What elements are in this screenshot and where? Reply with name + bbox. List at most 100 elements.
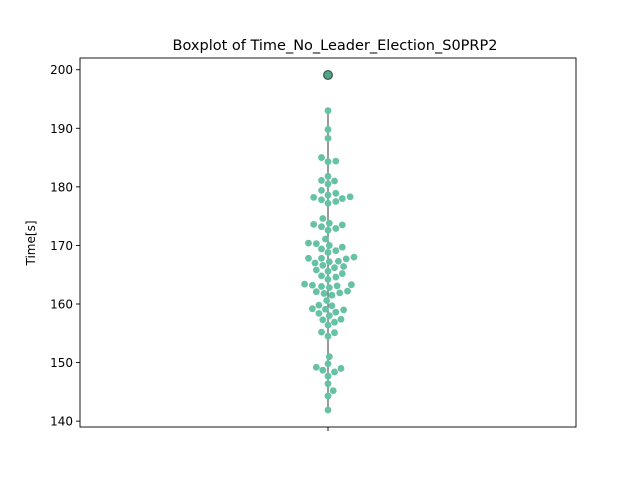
data-point	[333, 282, 341, 290]
data-point	[328, 302, 336, 310]
y-tick-label: 190	[50, 122, 73, 136]
data-point	[324, 107, 332, 115]
data-point	[332, 198, 340, 205]
data-point	[332, 189, 340, 197]
data-point	[344, 287, 351, 295]
y-tick-label: 180	[50, 180, 73, 194]
data-point	[315, 309, 323, 317]
y-tick-label: 170	[50, 239, 73, 253]
data-point	[305, 239, 312, 247]
y-tick-label: 160	[50, 298, 73, 312]
y-axis: 140 150 160 170 180 190 200	[50, 63, 80, 429]
data-point	[324, 392, 332, 400]
data-point	[318, 154, 325, 161]
data-point	[350, 253, 358, 261]
data-point	[338, 221, 346, 229]
data-point	[324, 360, 332, 368]
data-point	[331, 318, 338, 326]
y-tick-label: 150	[50, 356, 73, 370]
data-point	[337, 365, 345, 372]
data-point	[325, 258, 333, 266]
data-point	[325, 284, 333, 291]
data-point	[324, 321, 332, 329]
data-point	[324, 172, 332, 180]
data-point	[320, 290, 328, 297]
data-point	[332, 225, 340, 232]
data-point	[319, 316, 327, 324]
data-point	[324, 126, 332, 133]
data-point	[325, 353, 333, 361]
data-point	[318, 254, 325, 262]
data-point	[318, 328, 325, 336]
data-point	[338, 270, 346, 277]
data-point	[324, 406, 332, 414]
data-point	[324, 199, 332, 207]
data-point	[340, 263, 347, 270]
data-point	[310, 220, 318, 228]
data-point	[329, 387, 337, 395]
data-point	[318, 196, 325, 204]
data-point	[318, 177, 325, 184]
data-point	[318, 283, 325, 290]
outlier-point	[323, 70, 333, 80]
data-point	[324, 332, 332, 340]
data-point	[331, 264, 338, 272]
data-point	[319, 261, 327, 269]
data-point	[325, 219, 333, 227]
data-point	[323, 297, 331, 304]
data-point	[324, 180, 332, 188]
data-point	[312, 266, 320, 274]
data-point	[311, 259, 319, 267]
data-point	[324, 380, 332, 388]
data-point	[324, 158, 332, 166]
data-point	[342, 255, 350, 263]
data-point	[324, 226, 332, 234]
data-point	[312, 288, 320, 296]
data-point	[322, 305, 329, 313]
data-point	[336, 289, 344, 297]
data-point	[318, 223, 325, 231]
plot-area	[301, 70, 358, 414]
data-point	[318, 272, 325, 280]
data-point	[318, 186, 325, 194]
data-point	[337, 315, 345, 323]
data-point	[310, 194, 318, 201]
data-point	[324, 249, 332, 256]
y-tick-label: 140	[50, 415, 73, 429]
data-point	[312, 240, 320, 248]
data-point	[348, 281, 355, 289]
data-point	[305, 254, 312, 262]
data-point	[332, 157, 340, 165]
data-point	[332, 247, 340, 255]
data-point	[332, 308, 340, 316]
data-point	[346, 193, 354, 201]
data-point	[338, 243, 346, 251]
data-point	[331, 368, 338, 376]
data-point	[332, 273, 340, 281]
data-point	[325, 312, 333, 320]
y-tick-label: 200	[50, 63, 73, 77]
y-axis-label: Time[s]	[24, 221, 38, 267]
data-point	[331, 177, 338, 185]
data-point	[309, 305, 316, 313]
chart-title: Boxplot of Time_No_Leader_Election_S0PRP…	[173, 38, 498, 54]
data-point	[319, 215, 327, 222]
data-point	[315, 301, 323, 309]
data-point	[335, 257, 342, 265]
data-point	[322, 235, 329, 243]
data-point	[324, 276, 332, 283]
data-point	[325, 242, 333, 249]
data-point	[340, 306, 347, 314]
data-point	[331, 329, 338, 337]
data-point	[319, 366, 327, 374]
data-point	[301, 280, 308, 288]
data-point	[309, 281, 316, 289]
data-point	[318, 245, 325, 253]
data-point	[324, 134, 332, 142]
data-point	[324, 267, 332, 275]
data-point	[328, 291, 336, 299]
data-point	[324, 372, 332, 380]
